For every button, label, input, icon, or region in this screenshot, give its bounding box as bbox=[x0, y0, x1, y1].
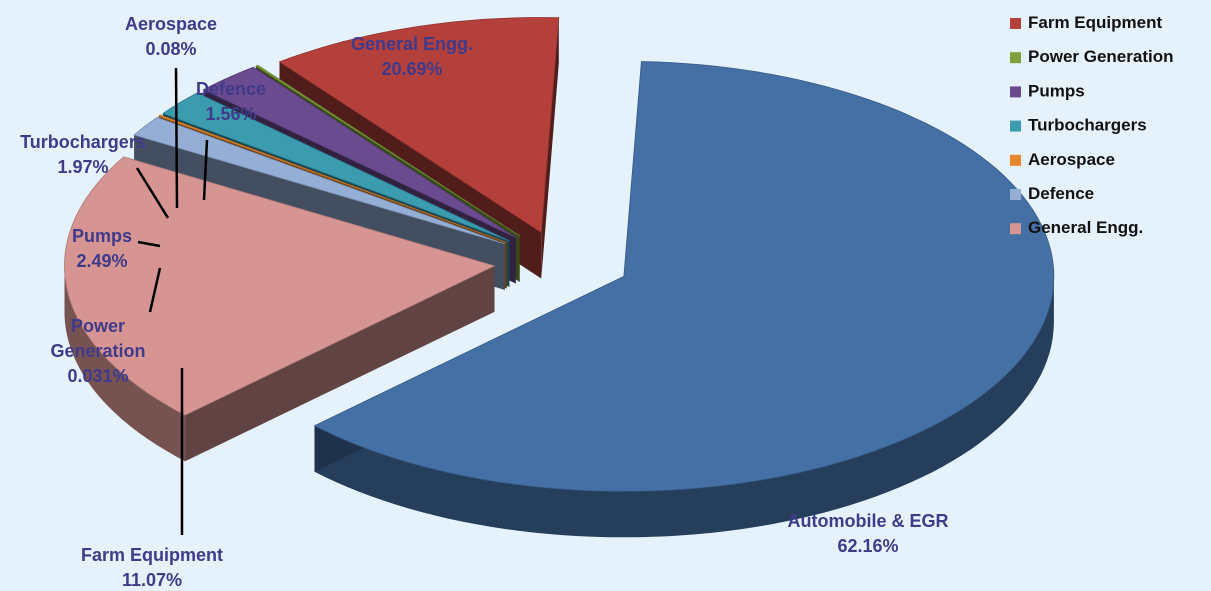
leader-line-turbochargers bbox=[135, 167, 170, 219]
slice-top-defence bbox=[133, 116, 505, 245]
slice-top-power-generation bbox=[255, 64, 520, 237]
slice-value-defence: 1.56% bbox=[205, 104, 256, 124]
leader-line-defence bbox=[202, 139, 209, 201]
slice-value-aerospace: 0.08% bbox=[145, 39, 196, 59]
legend-swatch bbox=[1010, 154, 1021, 166]
legend-label: General Engg. bbox=[1028, 218, 1143, 237]
slice-name-power-generation: Power bbox=[71, 316, 125, 336]
slice-value-farm-equipment: 11.07% bbox=[122, 570, 182, 590]
legend-label: Pumps bbox=[1028, 81, 1085, 100]
slice-top-general-engg bbox=[64, 156, 496, 416]
slice-wall-general-engg bbox=[64, 261, 186, 462]
label-farm-equipment: Farm Equipment 11.07% bbox=[81, 545, 223, 590]
slice-name-pumps: Pumps bbox=[72, 226, 132, 246]
label-defence: Defence 1.56% bbox=[196, 79, 266, 124]
legend-label: Farm Equipment bbox=[1028, 13, 1162, 32]
slice-wall-automobile-and-egr bbox=[314, 277, 1054, 538]
legend-label: Power Generation bbox=[1028, 47, 1173, 66]
legend-item-aerospace: Aerospace bbox=[1010, 150, 1115, 169]
legend-item-pumps: Pumps bbox=[1010, 81, 1085, 100]
legend-swatch bbox=[1010, 223, 1021, 235]
slice-value-power-generation: 0.031% bbox=[67, 366, 128, 386]
slice-top-aerospace bbox=[157, 114, 507, 243]
slice-value-turbochargers: 1.97% bbox=[57, 157, 108, 177]
legend-item-turbochargers: Turbochargers bbox=[1010, 116, 1147, 135]
label-turbochargers: Turbochargers 1.97% bbox=[20, 132, 146, 177]
slice-name-farm-equipment: Farm Equipment bbox=[81, 545, 223, 565]
slice-name-power-generation: Generation bbox=[50, 341, 145, 361]
legend-swatch bbox=[1010, 18, 1021, 29]
label-general-engg: General Engg. 20.69% bbox=[351, 34, 473, 79]
slice-automobile-and-egr bbox=[313, 61, 1055, 538]
legend-swatch bbox=[1010, 189, 1021, 200]
leader-line-aerospace bbox=[174, 67, 179, 209]
leader-lines bbox=[135, 67, 209, 535]
slice-general-engg bbox=[64, 156, 496, 462]
legend-label: Turbochargers bbox=[1028, 116, 1147, 135]
pie-slices bbox=[64, 17, 1055, 538]
legend-swatch bbox=[1010, 52, 1021, 64]
slice-name-aerospace: Aerospace bbox=[125, 14, 217, 34]
legend-item-farm-equipment: Farm Equipment bbox=[1010, 13, 1162, 32]
slice-value-general-engg: 20.69% bbox=[381, 59, 442, 79]
slice-side-farm-equipment-0 bbox=[541, 17, 559, 279]
leader-line-power-generation bbox=[148, 267, 162, 313]
slice-name-defence: Defence bbox=[196, 79, 266, 99]
slice-top-pumps bbox=[202, 66, 516, 238]
legend: Farm Equipment Power Generation Pumps Turbo… bbox=[1010, 13, 1173, 237]
legend-item-defence: Defence bbox=[1010, 184, 1094, 203]
slice-name-turbochargers: Turbochargers bbox=[20, 132, 146, 152]
slice-top-turbochargers bbox=[162, 92, 510, 242]
label-power-generation: Power Generation 0.031% bbox=[50, 316, 145, 386]
slice-name-automobile-and-egr: Automobile & EGR bbox=[788, 511, 949, 531]
label-aerospace: Aerospace 0.08% bbox=[125, 14, 217, 59]
leader-line-pumps bbox=[137, 240, 161, 248]
slice-top-automobile-and-egr bbox=[313, 61, 1055, 492]
slice-name-general-engg: General Engg. bbox=[351, 34, 473, 54]
slice-top-farm-equipment bbox=[278, 17, 560, 234]
legend-label: Defence bbox=[1028, 184, 1094, 203]
legend-item-general-engg: General Engg. bbox=[1010, 218, 1143, 237]
legend-label: Aerospace bbox=[1028, 150, 1115, 169]
legend-item-power-generation: Power Generation bbox=[1010, 47, 1173, 66]
legend-swatch bbox=[1010, 120, 1021, 132]
slice-value-automobile-and-egr: 62.16% bbox=[837, 536, 898, 556]
label-pumps: Pumps 2.49% bbox=[72, 226, 132, 271]
legend-swatch bbox=[1010, 86, 1021, 98]
slice-value-pumps: 2.49% bbox=[76, 251, 127, 271]
slice-labels: Automobile & EGR 62.16% Farm Equipment 11.0… bbox=[20, 14, 948, 590]
slice-side-general-engg-1 bbox=[185, 265, 495, 462]
label-automobile-and-egr: Automobile & EGR 62.16% bbox=[788, 511, 949, 556]
